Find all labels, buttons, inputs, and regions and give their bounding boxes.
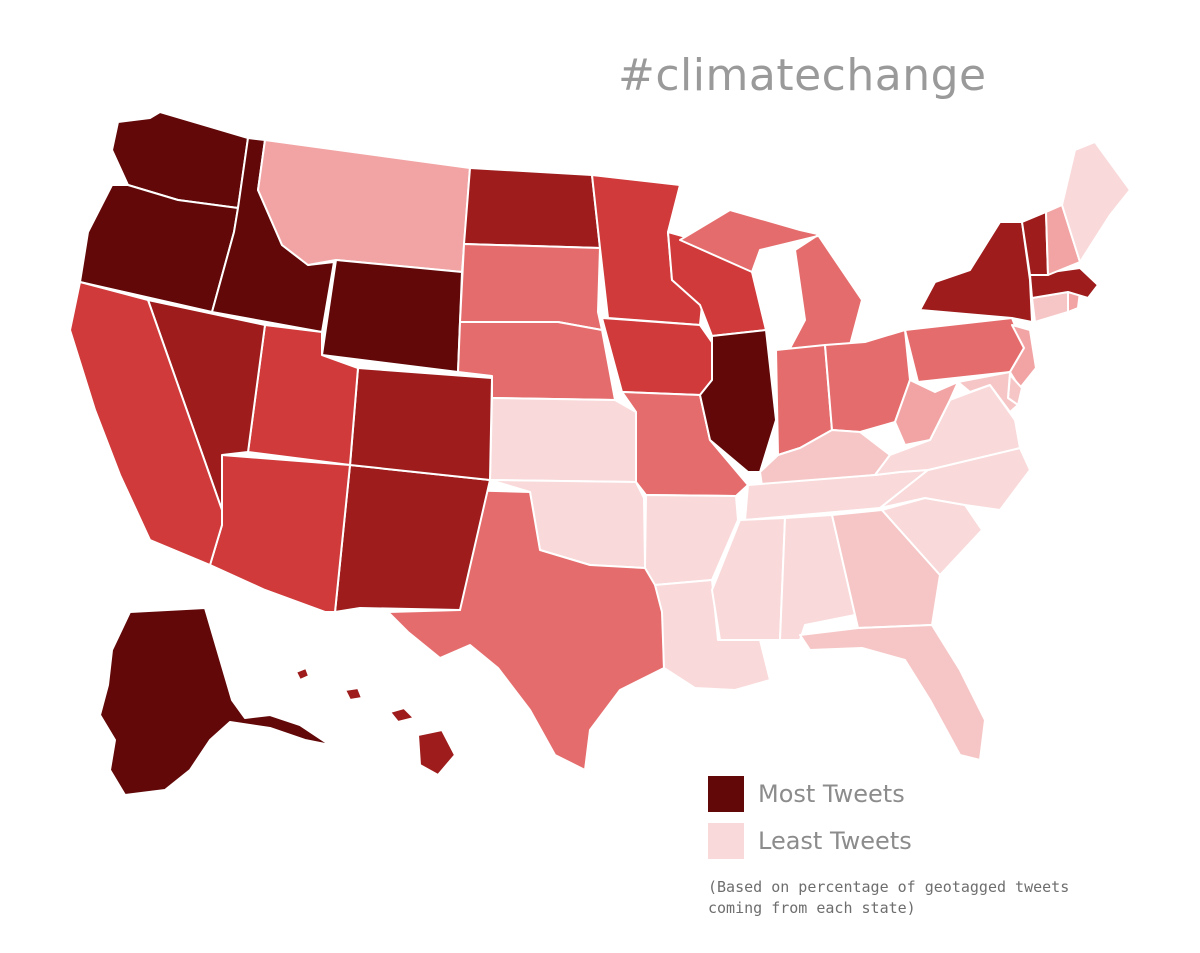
state-WV bbox=[894, 379, 959, 446]
state-WY bbox=[321, 259, 463, 373]
legend-least: Least Tweets bbox=[708, 823, 912, 859]
state-KS bbox=[489, 397, 637, 483]
state-IL bbox=[699, 329, 777, 473]
legend-footnote: (Based on percentage of geotagged tweets… bbox=[708, 878, 1070, 917]
state-FL bbox=[799, 624, 986, 761]
state-ND bbox=[463, 167, 601, 249]
state-MT bbox=[257, 139, 471, 273]
state-NY bbox=[919, 221, 1033, 323]
state-CO bbox=[349, 367, 493, 481]
state-CA bbox=[69, 281, 223, 566]
state-ME bbox=[1061, 141, 1131, 263]
legend-label-most: Most Tweets bbox=[758, 780, 905, 808]
legend-most: Most Tweets bbox=[708, 776, 905, 812]
state-HI bbox=[295, 667, 456, 776]
state-AZ bbox=[209, 454, 351, 613]
state-MD bbox=[957, 371, 1019, 413]
state-SD bbox=[459, 243, 603, 331]
state-TX bbox=[387, 489, 665, 771]
state-IA bbox=[601, 317, 715, 396]
map-title: #climatechange bbox=[618, 50, 987, 101]
legend-swatch-most bbox=[708, 776, 744, 812]
legend-label-least: Least Tweets bbox=[758, 827, 912, 855]
state-AK bbox=[99, 607, 331, 796]
legend-swatch-least bbox=[708, 823, 744, 859]
